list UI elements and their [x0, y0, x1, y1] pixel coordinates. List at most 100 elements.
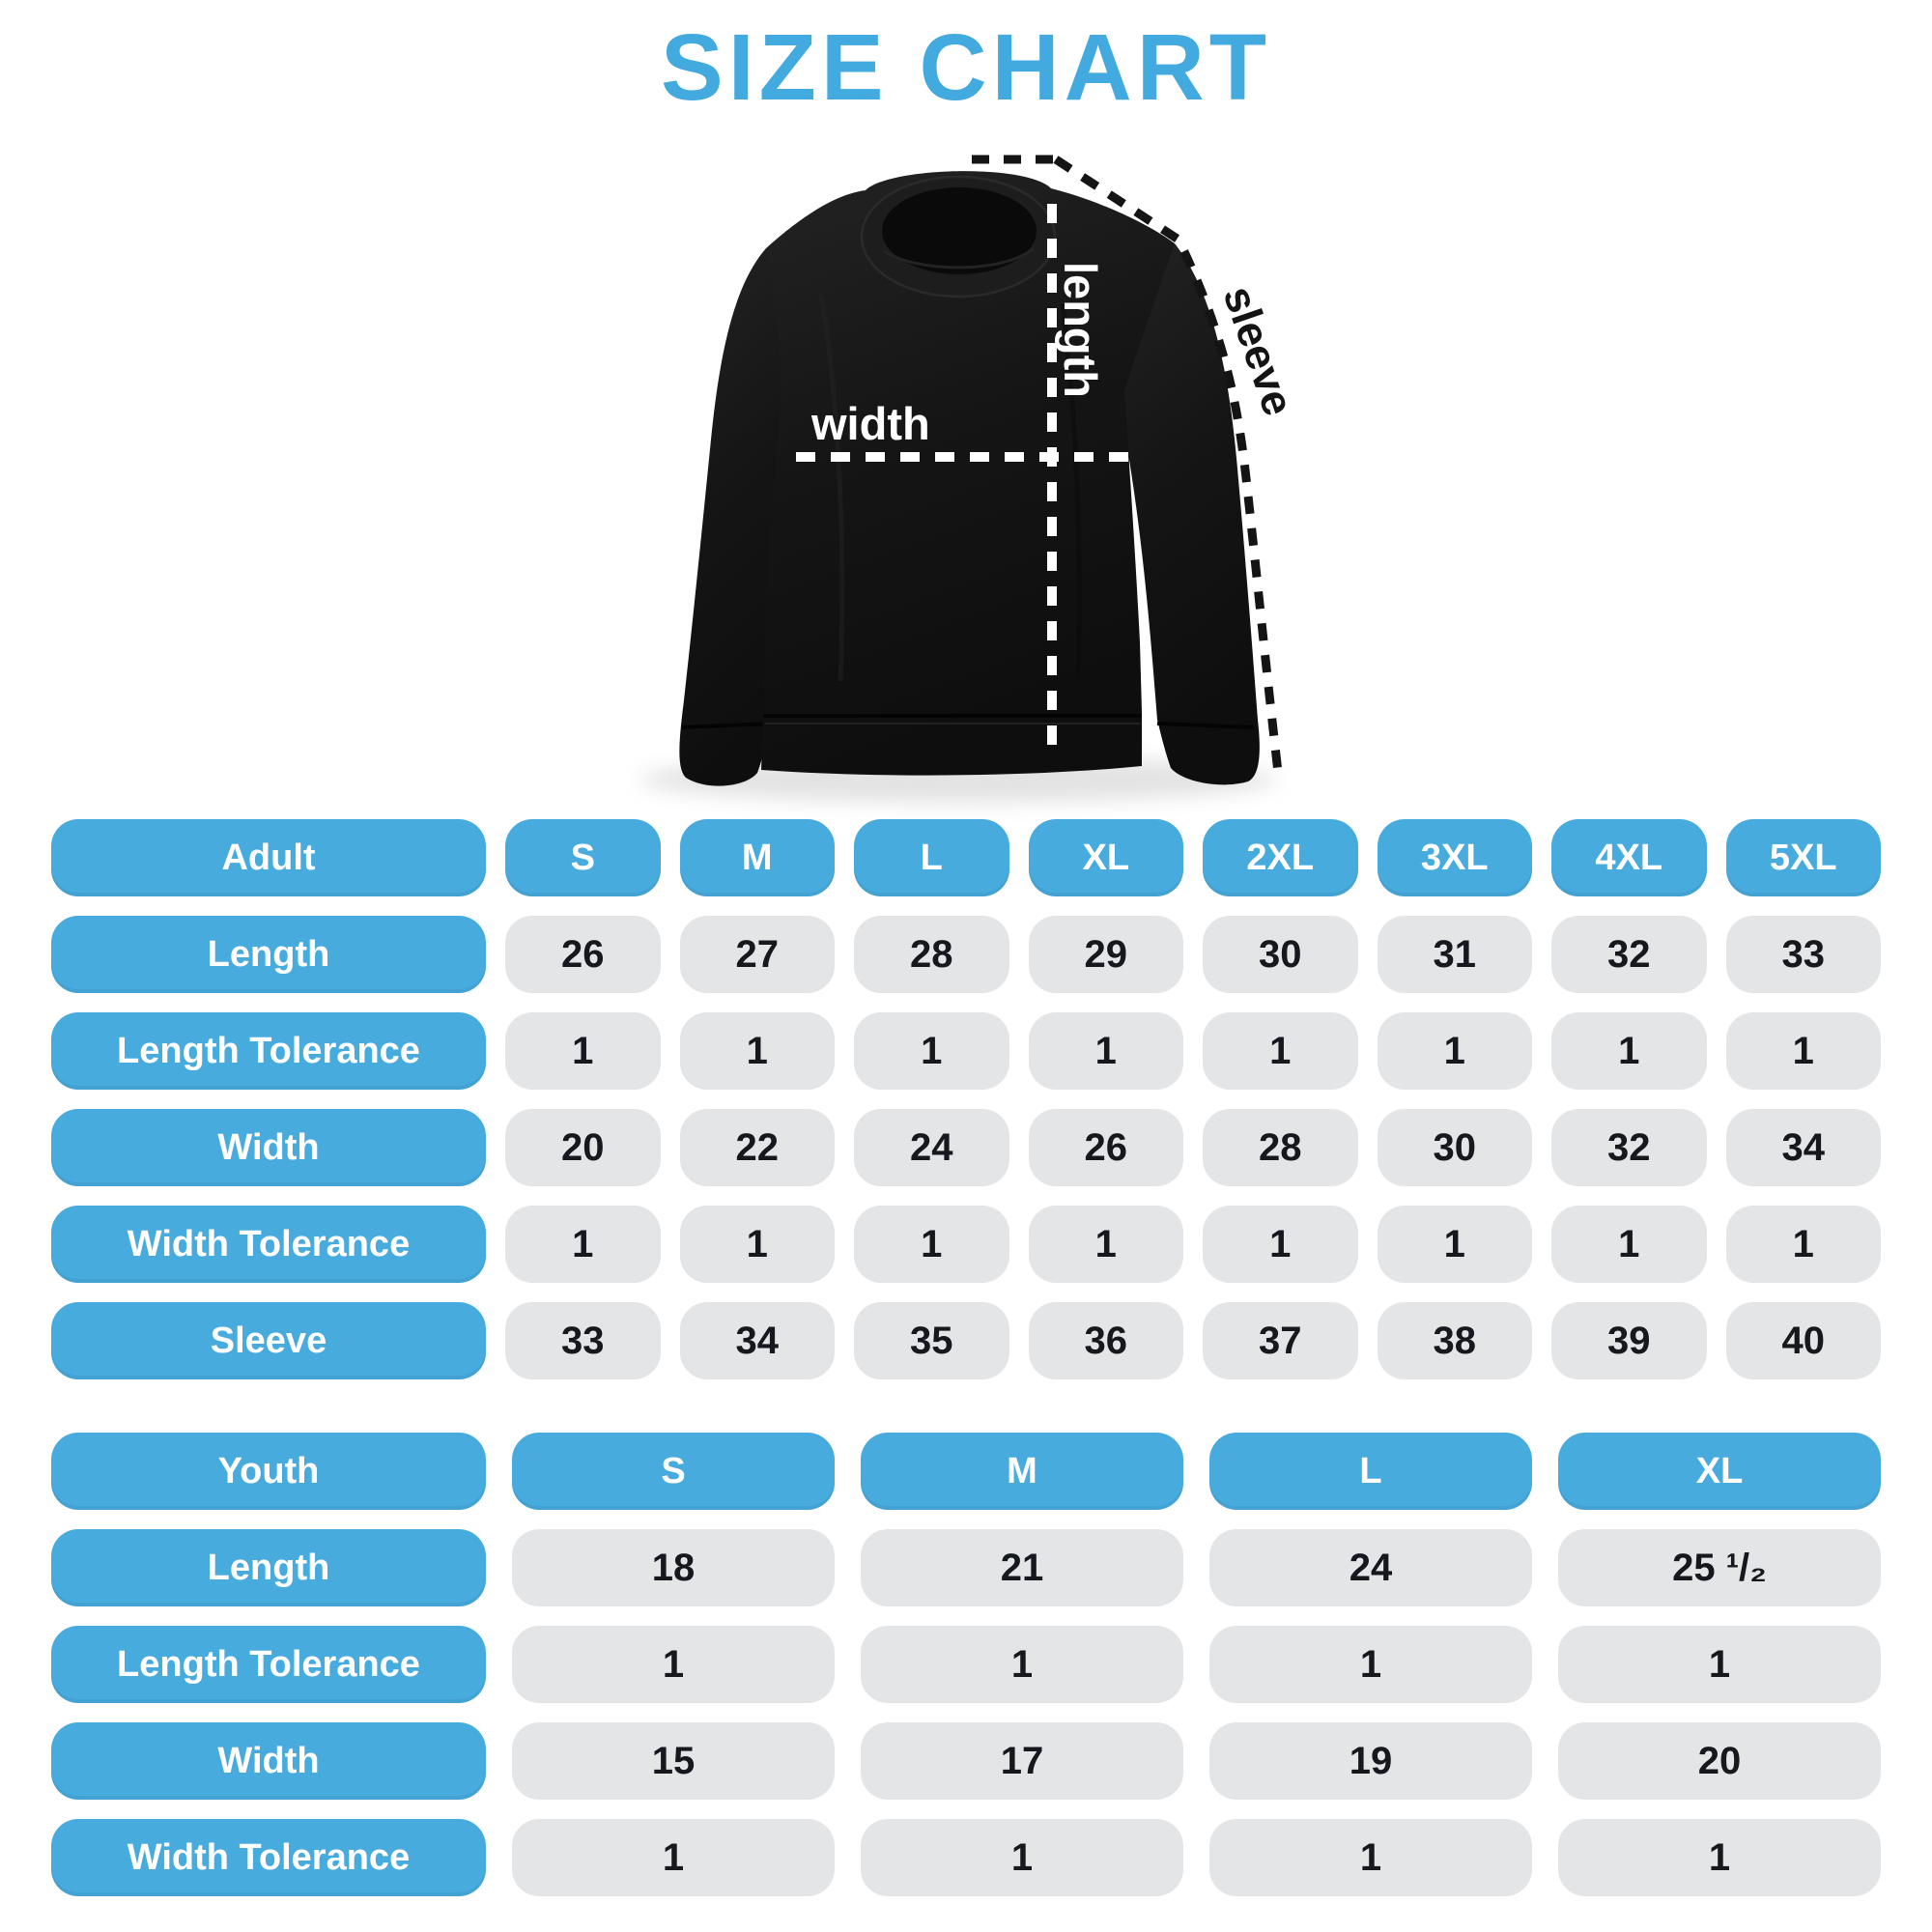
fold-line: [1060, 303, 1082, 682]
value-cell: 29: [1028, 916, 1183, 993]
value-cell: 39: [1551, 1302, 1707, 1379]
value-cell: 1: [512, 1626, 835, 1703]
table-header-row: Youth S M L XL: [51, 1433, 1881, 1510]
row-label-pill: Length: [51, 1529, 486, 1606]
value-cell: 1: [1558, 1626, 1881, 1703]
value-cell: 1: [1028, 1206, 1183, 1283]
value-cell: 17: [861, 1722, 1183, 1800]
adult-size-table: Adult S M L XL 2XL 3XL 4XL 5XL Length 26 27 28 29 30 31…: [51, 819, 1881, 1399]
value-cell: 26: [1028, 1109, 1183, 1186]
fold-line: [818, 294, 845, 682]
value-cell: 1: [861, 1626, 1183, 1703]
value-cell: 1: [1377, 1012, 1532, 1090]
size-header-pill: M: [861, 1433, 1183, 1510]
value-cell: 15: [512, 1722, 835, 1800]
row-label-pill: Length Tolerance: [51, 1012, 486, 1090]
value-cell: 1: [512, 1819, 835, 1896]
value-cell: 32: [1551, 916, 1707, 993]
value-cell: 1: [1209, 1626, 1532, 1703]
size-header-pill: S: [512, 1433, 835, 1510]
size-header-pill: 3XL: [1377, 819, 1532, 896]
table-title-pill: Adult: [51, 819, 486, 896]
table-row: Length Tolerance 1 1 1 1: [51, 1626, 1881, 1703]
size-header-pill: 4XL: [1551, 819, 1707, 896]
table-header-row: Adult S M L XL 2XL 3XL 4XL 5XL: [51, 819, 1881, 896]
value-cell: 1: [854, 1206, 1009, 1283]
row-label-pill: Width Tolerance: [51, 1206, 486, 1283]
value-cell: 1: [861, 1819, 1183, 1896]
row-label-pill: Width: [51, 1109, 486, 1186]
size-header-pill: 5XL: [1725, 819, 1881, 896]
size-header-pill: L: [1209, 1433, 1532, 1510]
row-label-pill: Width Tolerance: [51, 1819, 486, 1896]
value-cell: 37: [1203, 1302, 1358, 1379]
value-cell: 30: [1203, 916, 1358, 993]
value-cell: 1: [505, 1012, 661, 1090]
value-cell: 1: [1028, 1012, 1183, 1090]
size-header-pill: M: [679, 819, 835, 896]
row-label-pill: Length: [51, 916, 486, 993]
table-row: Width Tolerance 1 1 1 1 1 1 1 1: [51, 1206, 1881, 1283]
value-cell: 34: [679, 1302, 835, 1379]
row-label-pill: Width: [51, 1722, 486, 1800]
value-cell: 1: [679, 1206, 835, 1283]
value-cell: 18: [512, 1529, 835, 1606]
left-cuff-seam: [681, 722, 772, 729]
table-row: Length Tolerance 1 1 1 1 1 1 1 1: [51, 1012, 1881, 1090]
value-cell: 30: [1377, 1109, 1532, 1186]
table-row: Width Tolerance 1 1 1 1: [51, 1819, 1881, 1896]
value-cell: 1: [505, 1206, 661, 1283]
size-header-pill: 2XL: [1203, 819, 1358, 896]
value-cell: 1: [1377, 1206, 1532, 1283]
collar-inner-shadow: [883, 246, 1035, 270]
value-cell: 19: [1209, 1722, 1532, 1800]
value-cell: 20: [1558, 1722, 1881, 1800]
sweatshirt-body: [761, 171, 1175, 776]
value-cell: 21: [861, 1529, 1183, 1606]
sleeve-measure-dashed-line: [1053, 156, 1283, 773]
table-row: Sleeve 33 34 35 36 37 38 39 40: [51, 1302, 1881, 1379]
value-cell: 35: [854, 1302, 1009, 1379]
width-label: width: [810, 398, 930, 449]
size-header-pill: L: [854, 819, 1009, 896]
sweatshirt-right-sleeve: [1097, 243, 1260, 785]
value-cell: 1: [679, 1012, 835, 1090]
sweatshirt-illustration: width length sleeve: [639, 155, 1304, 803]
value-cell: 36: [1028, 1302, 1183, 1379]
value-cell: 34: [1725, 1109, 1881, 1186]
table-title-pill: Youth: [51, 1433, 486, 1510]
value-cell: 20: [505, 1109, 661, 1186]
collar-opening: [882, 187, 1037, 274]
value-cell: 24: [854, 1109, 1009, 1186]
row-label-pill: Sleeve: [51, 1302, 486, 1379]
youth-size-table: Youth S M L XL Length 18 21 24 25 ¹/₂ Length Toler…: [51, 1433, 1881, 1916]
table-row: Width 20 22 24 26 28 30 32 34: [51, 1109, 1881, 1186]
value-cell: 33: [1725, 916, 1881, 993]
page-title: SIZE CHART: [661, 14, 1271, 120]
value-cell: 26: [505, 916, 661, 993]
value-cell: 38: [1377, 1302, 1532, 1379]
value-cell: 28: [1203, 1109, 1358, 1186]
right-cuff-seam: [1156, 722, 1255, 729]
value-cell: 1: [1551, 1206, 1707, 1283]
value-cell: 1: [1551, 1012, 1707, 1090]
length-label: length: [1055, 262, 1106, 398]
sweatshirt-diagram: width length sleeve: [522, 101, 1372, 826]
size-header-pill: XL: [1558, 1433, 1881, 1510]
value-cell: 31: [1377, 916, 1532, 993]
value-cell: 33: [505, 1302, 661, 1379]
size-header-pill: S: [505, 819, 661, 896]
value-cell: 25 ¹/₂: [1558, 1529, 1881, 1606]
value-cell: 1: [1725, 1012, 1881, 1090]
value-cell: 22: [679, 1109, 835, 1186]
collar-outer-seam: [860, 175, 1057, 298]
table-row: Length 18 21 24 25 ¹/₂: [51, 1529, 1881, 1606]
size-header-pill: XL: [1028, 819, 1183, 896]
table-row: Length 26 27 28 29 30 31 32 33: [51, 916, 1881, 993]
value-cell: 28: [854, 916, 1009, 993]
value-cell: 1: [1725, 1206, 1881, 1283]
value-cell: 32: [1551, 1109, 1707, 1186]
value-cell: 24: [1209, 1529, 1532, 1606]
value-cell: 1: [854, 1012, 1009, 1090]
